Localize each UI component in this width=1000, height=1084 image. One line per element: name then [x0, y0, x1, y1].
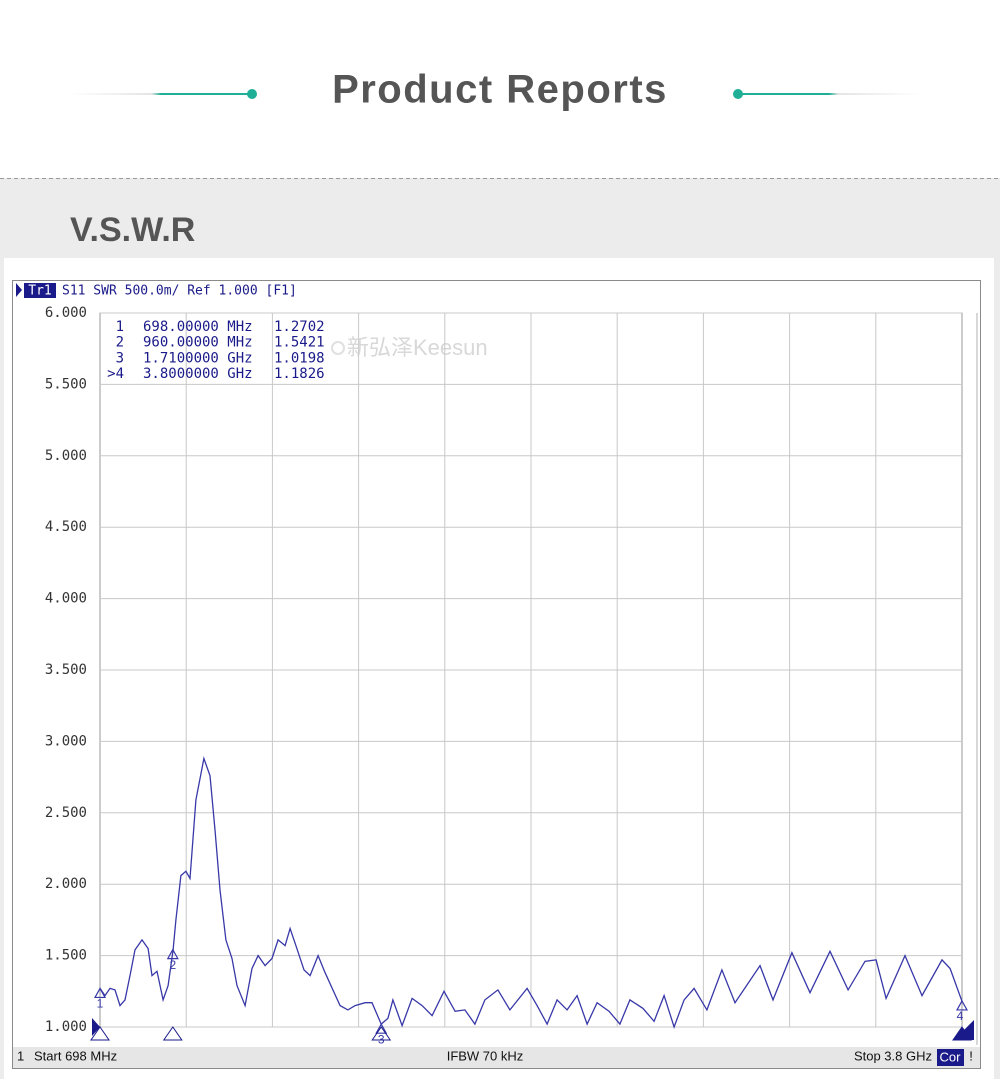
marker-table-value: 1.0198: [274, 350, 325, 366]
y-tick-label: 2.500: [45, 805, 87, 821]
marker-id: 3: [378, 1032, 385, 1046]
page-title: Product Reports: [332, 68, 668, 112]
deco-dot: [733, 89, 743, 99]
y-tick-label: 1.000: [45, 1019, 87, 1035]
marker-stimulus: [162, 1026, 183, 1041]
channel-badge: [24, 283, 56, 298]
marker-table-id: >4: [107, 366, 124, 382]
marker-id: 2: [169, 958, 176, 972]
marker-table-value: 1.2702: [274, 319, 325, 335]
marker: [955, 999, 969, 1011]
y-tick-label: 4.000: [45, 591, 87, 607]
marker-table-id: 2: [116, 335, 124, 351]
status-stop: Stop 3.8 GHz: [854, 1048, 932, 1063]
deco-dot: [247, 89, 257, 99]
marker-stimulus: [90, 1026, 110, 1041]
channel-arrow: [16, 283, 22, 297]
marker-table-id: 1: [116, 319, 124, 335]
start-indicator: [92, 1018, 100, 1036]
section-title: V.S.W.R: [70, 211, 195, 249]
marker: [166, 948, 179, 960]
deco-line: [70, 93, 252, 95]
marker-table-value: 1.5421: [274, 335, 325, 351]
deco-line: [738, 93, 920, 95]
marker: [375, 1022, 388, 1034]
watermark: 新弘泽Keesun: [347, 335, 488, 360]
status-start: Start 698 MHz: [34, 1048, 117, 1063]
marker-table-value: 1.1826: [274, 366, 325, 382]
marker-table-x: 960.00000 MHz: [143, 335, 253, 351]
marker-table-x: 3.8000000 GHz: [143, 366, 253, 382]
y-tick-label: 2.000: [45, 876, 87, 892]
marker: [93, 987, 107, 999]
watermark-icon: [331, 341, 345, 355]
marker-id: 1: [97, 997, 104, 1011]
marker-table-id: 3: [116, 350, 124, 366]
marker-stimulus: [371, 1026, 392, 1041]
status-alert: !: [969, 1048, 973, 1063]
y-tick-label: 3.500: [45, 662, 87, 678]
status-ifbw: IFBW 70 kHz: [447, 1048, 524, 1063]
cor-badge: [937, 1049, 964, 1066]
trace-info: S11 SWR 500.0m/ Ref 1.000 [F1]: [62, 284, 297, 299]
y-tick-label: 1.500: [45, 948, 87, 964]
status-cor: Cor: [940, 1049, 962, 1064]
plot: 1.000 1.500 2.000 2.500 3.000 3.500 4.000 4.500…: [45, 305, 974, 1046]
marker-table-x: 1.7100000 GHz: [143, 350, 253, 366]
marker-table-x: 698.00000 MHz: [143, 319, 253, 335]
y-tick-label: 6.000: [45, 305, 87, 321]
stop-indicator: [954, 1020, 974, 1040]
marker-id: 4: [957, 1009, 964, 1023]
status-bar: [13, 1047, 980, 1068]
y-tick-label: 5.500: [45, 376, 87, 392]
status-channel: 1: [17, 1048, 24, 1063]
trace: [99, 756, 963, 1030]
channel-label: Tr1: [28, 284, 51, 299]
y-tick-label: 4.500: [45, 519, 87, 535]
y-tick-label: 5.000: [45, 448, 87, 464]
instrument-window: [12, 280, 981, 1069]
y-tick-label: 3.000: [45, 733, 87, 749]
